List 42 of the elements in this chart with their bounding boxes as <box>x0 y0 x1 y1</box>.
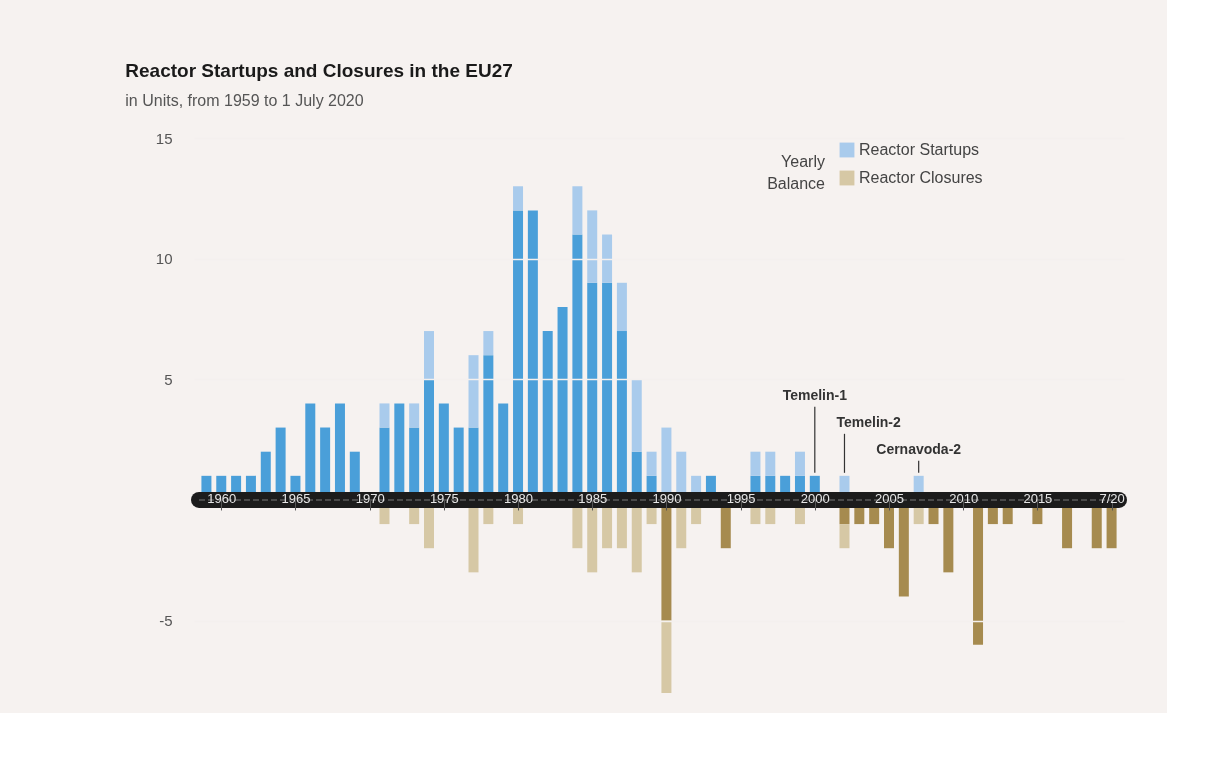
legend-label: Reactor Startups <box>859 141 980 158</box>
chart-subtitle: in Units, from 1959 to 1 July 2020 <box>125 92 364 109</box>
bar <box>572 186 583 235</box>
bar <box>468 355 479 428</box>
bar <box>750 451 761 476</box>
bar <box>513 186 524 211</box>
x-tick-label: 1965 <box>281 491 311 507</box>
x-tick-label: 1960 <box>207 491 237 507</box>
legend-label: Reactor Closures <box>859 169 983 186</box>
bar <box>424 331 434 380</box>
bar <box>794 451 805 476</box>
x-tick-label: 1985 <box>578 491 608 507</box>
bar <box>483 331 494 356</box>
bar <box>409 403 420 428</box>
annotation: Cernavoda-2 <box>876 440 962 457</box>
chart-title: Reactor Startups and Closures in the EU27 <box>125 60 513 81</box>
y-tick-label: -5 <box>159 612 173 630</box>
bar <box>661 620 672 693</box>
x-tick-label: 1990 <box>652 491 682 507</box>
x-tick-label: 2000 <box>800 491 830 507</box>
x-tick-label: 1970 <box>355 491 385 507</box>
x-tick-label: 1980 <box>504 491 533 507</box>
bar <box>765 451 776 476</box>
x-tick-label: 2005 <box>875 491 904 507</box>
bar <box>616 282 627 332</box>
bar <box>587 210 598 283</box>
bar <box>646 451 657 476</box>
x-tick-label: 1995 <box>726 491 756 507</box>
y-tick-label: 5 <box>164 370 173 388</box>
x-tick-label: 7/20 <box>1099 491 1125 507</box>
bar <box>602 234 613 283</box>
bar <box>631 379 642 452</box>
annotation: Yearly Balance <box>767 153 826 192</box>
y-tick-label: 10 <box>155 250 173 268</box>
bar <box>839 524 850 549</box>
x-tick-label: 2010 <box>949 491 979 507</box>
x-tick-label: 2015 <box>1023 491 1053 507</box>
y-tick-label: 15 <box>155 129 173 147</box>
annotation: Temelin-2 <box>836 413 902 430</box>
annotation: Temelin-1 <box>782 386 848 403</box>
x-tick-label: 1975 <box>429 491 459 507</box>
bar <box>379 403 390 428</box>
